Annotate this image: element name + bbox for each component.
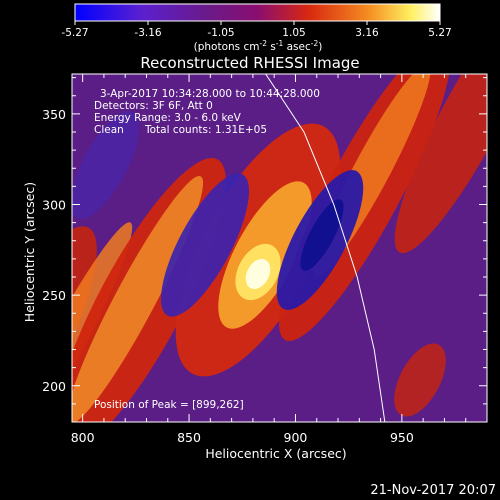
annotation-counts: Total counts: 1.31E+05: [144, 124, 267, 136]
y-tick-label: 200: [42, 379, 66, 394]
colorbar-tick-label: 3.16: [355, 27, 379, 39]
y-axis: 200 250 300 350: [42, 77, 487, 405]
colorbar-tick-label: 1.05: [282, 27, 305, 39]
colorbar-tick-label: -1.05: [207, 27, 234, 39]
heatmap-band: [160, 173, 250, 317]
y-tick-label: 250: [42, 288, 66, 303]
colorbar-tick-label: -3.16: [134, 27, 161, 39]
heatmap-band: [394, 74, 487, 254]
plot-frame: [71, 73, 488, 423]
y-tick-label: 350: [42, 107, 66, 122]
annotation-peak: Position of Peak = [899,262]: [94, 399, 244, 411]
x-tick-label: 950: [390, 430, 414, 445]
timestamp: 21-Nov-2017 20:07: [370, 483, 496, 498]
x-tick-label: 850: [177, 430, 201, 445]
annotation-detectors: Detectors: 3F 6F, Att 0: [94, 100, 213, 112]
solar-limb-curve: [265, 74, 386, 422]
chart-title: Reconstructed RHESSI Image: [140, 54, 359, 72]
annotation-time-range: 3-Apr-2017 10:34:28.000 to 10:44:28.000: [100, 88, 320, 100]
colorbar: [74, 3, 441, 22]
heatmap-band: [245, 258, 271, 290]
heatmap-band: [72, 222, 133, 422]
annotation-block: 3-Apr-2017 10:34:28.000 to 10:44:28.000 …: [94, 88, 320, 411]
y-tick-label: 300: [42, 198, 66, 213]
annotation-energy: Energy Range: 3.0 - 6.0 keV: [94, 112, 242, 124]
colorbar-tick-label: 5.27: [428, 27, 451, 39]
heatmap-band: [72, 111, 140, 219]
colorbar-tick-label: -5.27: [61, 27, 88, 39]
heatmap-band: [300, 199, 344, 271]
y-axis-label: Heliocentric Y (arcsec): [22, 182, 37, 322]
x-tick-label: 800: [71, 430, 95, 445]
colorbar-unit-label: (photons cm-2 s-1 asec-2): [194, 39, 323, 53]
heatmap-band: [72, 176, 204, 422]
x-tick-label: 900: [284, 430, 308, 445]
heatmap-band: [394, 343, 446, 417]
x-axis: 800 850 900 950: [71, 74, 467, 445]
x-axis-label: Heliocentric X (arcsec): [205, 446, 346, 461]
annotation-method: Clean: [94, 124, 124, 136]
colorbar-ticks: -5.27 -3.16 -1.05 1.05 3.16 5.27: [61, 21, 452, 39]
